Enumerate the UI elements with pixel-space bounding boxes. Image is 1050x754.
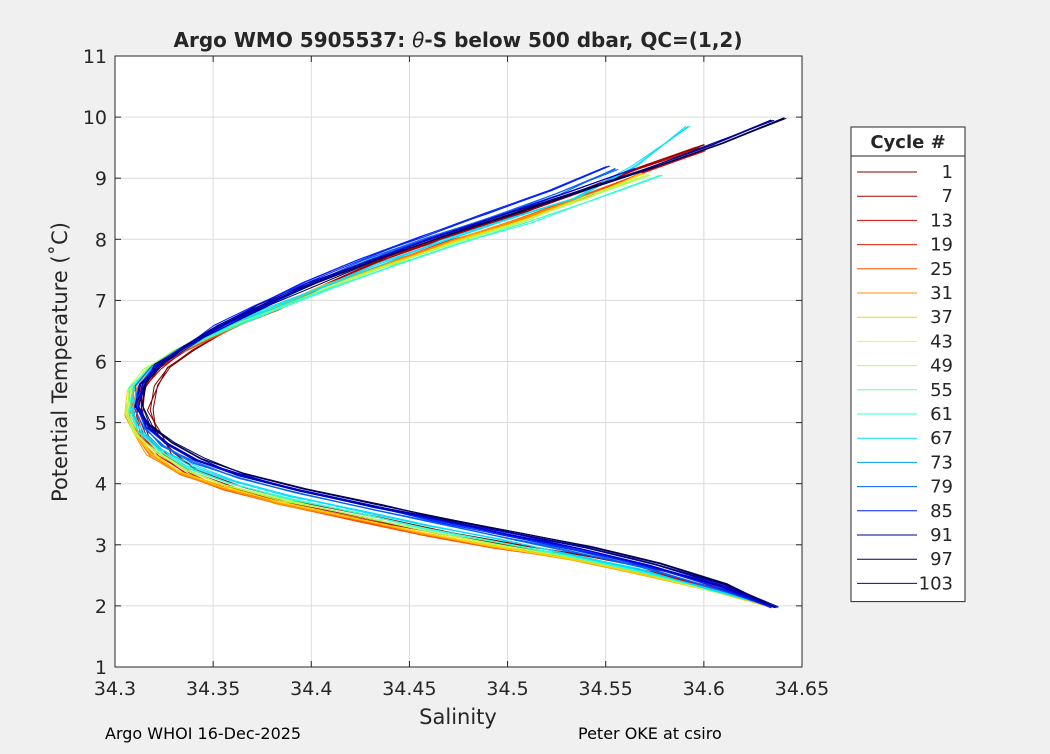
x-tick-label: 34.65 — [775, 678, 829, 700]
legend-title: Cycle # — [870, 132, 945, 153]
legend-label: 79 — [930, 477, 953, 498]
y-tick-label: 8 — [95, 229, 107, 251]
x-tick-label: 34.45 — [382, 678, 436, 700]
y-tick-label: 6 — [95, 352, 107, 374]
y-tick-label: 3 — [95, 535, 107, 557]
series-lines — [124, 117, 787, 609]
y-tick-label: 11 — [83, 46, 107, 68]
series-line — [131, 125, 779, 609]
series-line — [130, 125, 775, 608]
legend-label: 67 — [930, 428, 953, 449]
y-tick-label: 9 — [95, 168, 107, 190]
y-tick-label: 10 — [83, 107, 107, 129]
legend-label: 1 — [942, 162, 953, 183]
y-tick-label: 2 — [95, 596, 107, 618]
legend-label: 43 — [930, 331, 953, 352]
y-tick-label: 4 — [95, 474, 107, 496]
x-tick-label: 34.4 — [290, 678, 332, 700]
axis-ticks: 34.3 34.35 34.4 34.45 34.5 34.55 34.6 34.65 1 2 3 4… — [83, 46, 829, 700]
legend: Cycle # 1 7 13 19 25 31 37 43 49 55 61 67 73 79 85 91 97 1… — [850, 126, 966, 603]
footer-left: Argo WHOI 16-Dec-2025 — [105, 724, 302, 743]
legend-label: 19 — [930, 235, 953, 256]
x-tick-label: 34.5 — [486, 678, 528, 700]
legend-label: 49 — [930, 356, 953, 377]
legend-label: 31 — [930, 283, 953, 304]
legend-label: 97 — [930, 549, 953, 570]
legend-label: 25 — [930, 259, 953, 280]
legend-label: 37 — [930, 307, 953, 328]
legend-label: 73 — [930, 452, 953, 473]
x-tick-label: 34.6 — [683, 678, 725, 700]
y-tick-label: 5 — [95, 413, 107, 435]
series-line — [141, 117, 785, 608]
series-line — [124, 174, 776, 607]
y-axis-label: Potential Temperature (˚C) — [48, 222, 72, 502]
y-tick-label: 7 — [95, 290, 107, 312]
legend-label: 7 — [942, 186, 953, 207]
legend-label: 61 — [930, 404, 953, 425]
y-tick-label: 1 — [95, 657, 107, 679]
x-tick-label: 34.35 — [186, 678, 240, 700]
legend-label: 85 — [930, 501, 953, 522]
legend-label: 103 — [919, 573, 953, 594]
x-tick-label: 34.3 — [94, 678, 136, 700]
x-tick-label: 34.55 — [579, 678, 633, 700]
legend-label: 13 — [930, 210, 953, 231]
legend-box — [850, 126, 966, 603]
footer-right: Peter OKE at csiro — [578, 724, 722, 743]
x-axis-label: Salinity — [419, 705, 497, 729]
legend-label: 55 — [930, 380, 953, 401]
chart-title: Argo WMO 5905537: θ-S below 500 dbar, QC… — [174, 28, 743, 52]
series-line — [140, 168, 772, 607]
legend-label: 91 — [930, 525, 953, 546]
